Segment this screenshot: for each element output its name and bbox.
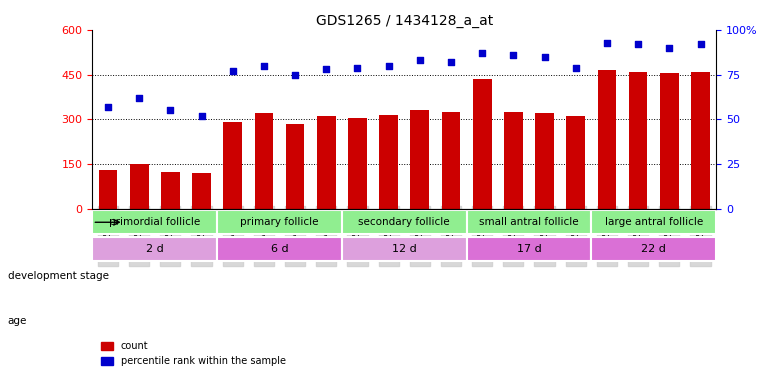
Point xyxy=(601,39,613,45)
Text: primary follicle: primary follicle xyxy=(240,217,319,227)
Bar xyxy=(567,117,585,209)
FancyBboxPatch shape xyxy=(591,237,716,261)
Point xyxy=(258,63,270,69)
Point xyxy=(164,108,176,114)
Bar xyxy=(348,118,367,209)
Point xyxy=(663,45,675,51)
Text: 2 d: 2 d xyxy=(146,244,164,254)
Point xyxy=(289,72,301,78)
Bar xyxy=(317,117,336,209)
Bar xyxy=(535,114,554,209)
Bar xyxy=(691,72,710,209)
FancyBboxPatch shape xyxy=(92,210,217,234)
FancyBboxPatch shape xyxy=(467,237,591,261)
Bar xyxy=(660,73,678,209)
Text: secondary follicle: secondary follicle xyxy=(359,217,450,227)
Text: primordial follicle: primordial follicle xyxy=(109,217,200,227)
Point xyxy=(351,64,363,70)
Point xyxy=(570,64,582,70)
Point xyxy=(133,95,146,101)
Text: small antral follicle: small antral follicle xyxy=(479,217,579,227)
Point xyxy=(383,63,395,69)
Bar xyxy=(286,124,304,209)
Point xyxy=(695,41,707,47)
Bar xyxy=(410,111,429,209)
Text: large antral follicle: large antral follicle xyxy=(604,217,703,227)
Bar xyxy=(223,122,242,209)
Bar xyxy=(161,172,179,209)
Point xyxy=(102,104,114,110)
Text: development stage: development stage xyxy=(8,271,109,280)
Text: 12 d: 12 d xyxy=(392,244,417,254)
Point xyxy=(196,113,208,119)
Bar xyxy=(380,115,398,209)
Text: 22 d: 22 d xyxy=(641,244,666,254)
Bar xyxy=(192,173,211,209)
Point xyxy=(413,57,426,63)
FancyBboxPatch shape xyxy=(591,210,716,234)
Bar xyxy=(442,112,460,209)
FancyBboxPatch shape xyxy=(92,237,217,261)
Point xyxy=(632,41,644,47)
FancyBboxPatch shape xyxy=(217,210,342,234)
Point xyxy=(445,59,457,65)
Title: GDS1265 / 1434128_a_at: GDS1265 / 1434128_a_at xyxy=(316,13,493,28)
Text: 6 d: 6 d xyxy=(271,244,288,254)
FancyBboxPatch shape xyxy=(342,237,467,261)
Bar xyxy=(598,70,616,209)
FancyBboxPatch shape xyxy=(217,237,342,261)
Bar xyxy=(504,112,523,209)
Point xyxy=(538,54,551,60)
FancyBboxPatch shape xyxy=(342,210,467,234)
Point xyxy=(507,52,520,58)
Point xyxy=(226,68,239,74)
Text: 17 d: 17 d xyxy=(517,244,541,254)
Point xyxy=(476,50,488,56)
Bar xyxy=(629,72,648,209)
FancyBboxPatch shape xyxy=(467,210,591,234)
Bar xyxy=(473,79,491,209)
Bar xyxy=(255,114,273,209)
Bar xyxy=(99,170,117,209)
Legend: count, percentile rank within the sample: count, percentile rank within the sample xyxy=(97,338,290,370)
Point xyxy=(320,66,333,72)
Bar xyxy=(130,164,149,209)
Text: age: age xyxy=(8,316,27,326)
